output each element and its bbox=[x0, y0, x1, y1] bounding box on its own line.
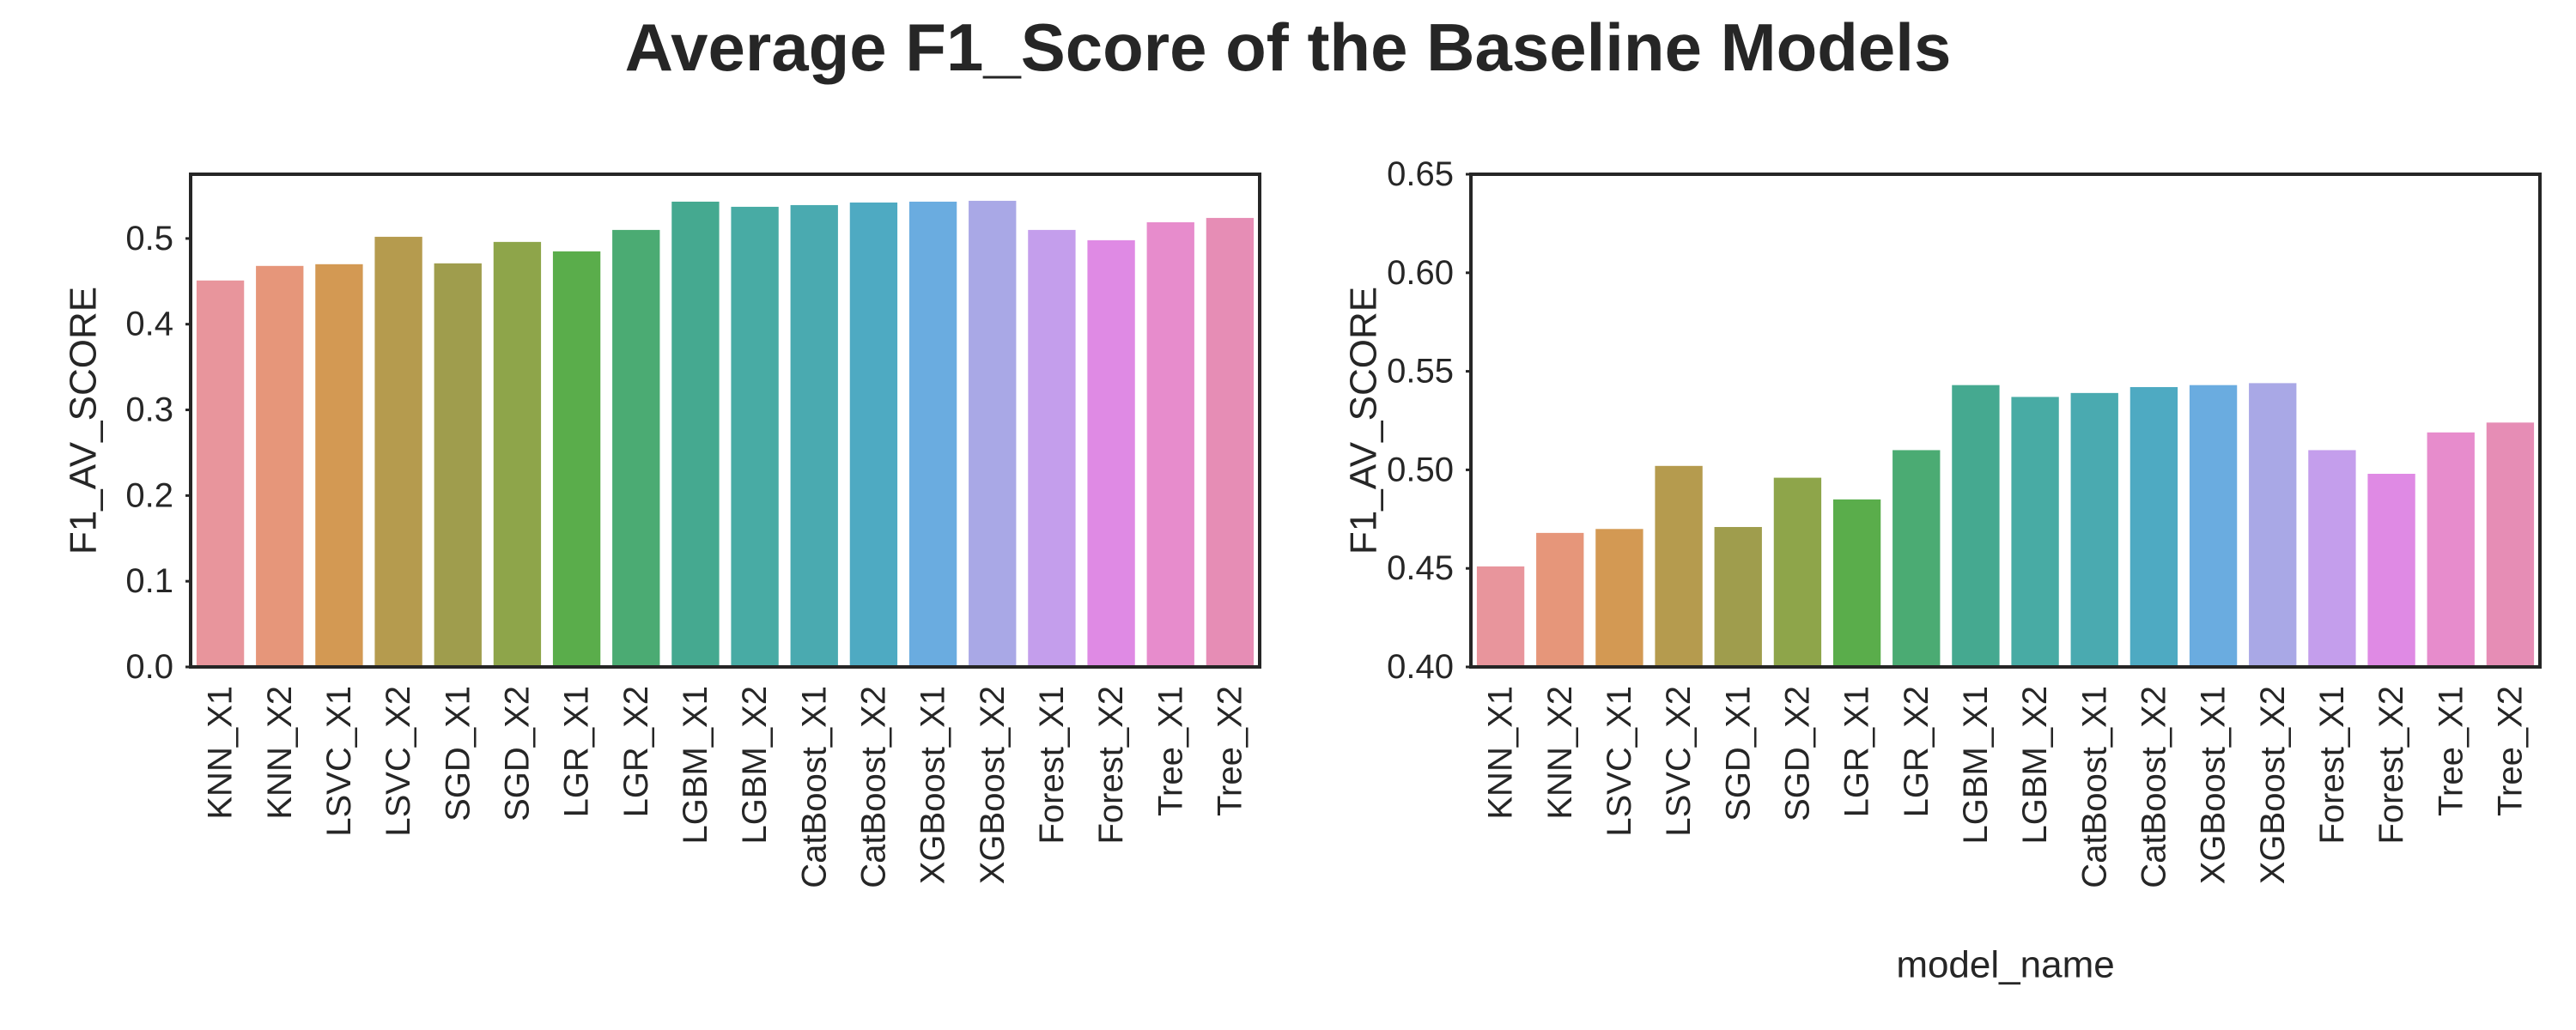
x-tick-label: LGBM_X2 bbox=[736, 686, 774, 845]
y-tick-label: 0.3 bbox=[125, 391, 173, 429]
x-tick-label: LSVC_X2 bbox=[1660, 686, 1698, 837]
axes-frame bbox=[189, 173, 1261, 669]
bar-xgboost-x2 bbox=[2249, 383, 2297, 667]
x-tick-label: SGD_X2 bbox=[1778, 686, 1816, 821]
x-tick-label: KNN_X1 bbox=[202, 686, 240, 820]
x-tick-label: LGR_X2 bbox=[617, 686, 655, 817]
axes-frame bbox=[1469, 173, 2542, 669]
x-tick-label: Tree_X2 bbox=[1211, 686, 1249, 816]
bar-lsvc-x1 bbox=[315, 264, 363, 667]
bar-xgboost-x1 bbox=[2189, 385, 2238, 667]
bar-knn-x2 bbox=[1536, 532, 1584, 667]
bar-tree-x2 bbox=[1206, 217, 1255, 667]
x-tick-label: LGBM_X1 bbox=[1957, 686, 1995, 845]
y-tick-label: 0.0 bbox=[125, 648, 173, 686]
bar-catboost-x2 bbox=[849, 202, 898, 667]
x-tick-label: LSVC_X2 bbox=[380, 686, 417, 837]
x-tick-label: SGD_X2 bbox=[498, 686, 536, 821]
bar-knn-x1 bbox=[196, 280, 245, 667]
bar-catboost-x2 bbox=[2129, 386, 2178, 667]
x-tick-label: XGBoost_X1 bbox=[914, 686, 952, 884]
bar-forest-x1 bbox=[2308, 450, 2356, 667]
x-tick-label: LGBM_X1 bbox=[677, 686, 714, 845]
x-tick-label: CatBoost_X2 bbox=[854, 686, 892, 888]
x-tick-label: XGBoost_X1 bbox=[2195, 686, 2233, 884]
x-tick-label: LSVC_X1 bbox=[1601, 686, 1638, 837]
left-bar-chart: 0.0 0.1 0.2 0.3 0.4 0.5 KNN_X1 KNN_X2 LSVC_X1 LSV… bbox=[63, 173, 1261, 888]
bar-knn-x2 bbox=[256, 265, 304, 667]
y-tick-label: 0.65 bbox=[1387, 155, 1454, 193]
bar-lgbm-x2 bbox=[731, 206, 779, 667]
y-tick-label: 0.60 bbox=[1387, 254, 1454, 292]
x-tick-label: LGR_X1 bbox=[1838, 686, 1876, 817]
bar-lsvc-x2 bbox=[374, 236, 422, 667]
y-tick-label: 0.2 bbox=[125, 476, 173, 514]
bar-sgd-x1 bbox=[434, 263, 482, 667]
y-axis-label: F1_AV_SCORE bbox=[1343, 287, 1385, 554]
x-tick-label: XGBoost_X2 bbox=[2254, 686, 2292, 884]
right-bar-chart: 0.40 0.45 0.50 0.55 0.60 0.65 KNN_X1 KNN_X2 LSVC… bbox=[1343, 155, 2542, 986]
x-tick-label: Forest_X2 bbox=[1092, 686, 1130, 845]
bar-sgd-x2 bbox=[1773, 477, 1822, 667]
y-tick-label: 0.5 bbox=[125, 220, 173, 258]
x-tick-label: Tree_X1 bbox=[2432, 686, 2470, 816]
x-tick-label: Tree_X2 bbox=[2491, 686, 2529, 816]
y-tick-label: 0.55 bbox=[1387, 353, 1454, 391]
y-tick-label: 0.50 bbox=[1387, 451, 1454, 488]
x-tick-label: Forest_X2 bbox=[2372, 686, 2410, 845]
bar-lgr-x2 bbox=[1893, 450, 1941, 667]
x-tick-label: XGBoost_X2 bbox=[974, 686, 1012, 884]
x-axis-label: model_name bbox=[1896, 944, 2114, 986]
x-tick-label: Tree_X1 bbox=[1151, 686, 1189, 816]
x-tick-label: Forest_X1 bbox=[2313, 686, 2351, 845]
x-tick-label: CatBoost_X1 bbox=[795, 686, 833, 888]
x-tick-label: KNN_X2 bbox=[1541, 686, 1579, 820]
x-tick-label: LSVC_X1 bbox=[320, 686, 358, 837]
y-tick-label: 0.1 bbox=[125, 562, 173, 600]
y-axis-label: F1_AV_SCORE bbox=[63, 287, 105, 554]
x-tick-label: SGD_X1 bbox=[1719, 686, 1757, 821]
x-tick-label: CatBoost_X1 bbox=[2075, 686, 2113, 888]
bar-catboost-x1 bbox=[2070, 392, 2118, 667]
bar-forest-x2 bbox=[1087, 239, 1135, 667]
y-tick-label: 0.40 bbox=[1387, 648, 1454, 686]
bar-lsvc-x2 bbox=[1655, 465, 1703, 667]
bar-lgr-x1 bbox=[1832, 499, 1881, 667]
bar-xgboost-x1 bbox=[908, 201, 957, 667]
x-tick-label: CatBoost_X2 bbox=[2135, 686, 2172, 888]
bar-lgr-x1 bbox=[552, 251, 601, 667]
figure-title: Average F1_Score of the Baseline Models bbox=[624, 9, 1952, 85]
y-tick-label: 0.4 bbox=[125, 306, 173, 343]
bar-lgbm-x1 bbox=[671, 201, 720, 667]
bar-xgboost-x2 bbox=[969, 200, 1017, 667]
bar-knn-x1 bbox=[1476, 566, 1525, 667]
bar-sgd-x2 bbox=[493, 241, 542, 667]
bar-tree-x1 bbox=[2427, 432, 2475, 667]
bar-lgbm-x2 bbox=[2011, 397, 2059, 667]
x-tick-label: Forest_X1 bbox=[1033, 686, 1071, 845]
x-tick-label: LGBM_X2 bbox=[2016, 686, 2054, 845]
x-tick-label: LGR_X2 bbox=[1898, 686, 1935, 817]
bar-tree-x2 bbox=[2486, 422, 2535, 667]
x-tick-label: SGD_X1 bbox=[439, 686, 477, 821]
y-tick-label: 0.45 bbox=[1387, 549, 1454, 587]
bar-tree-x1 bbox=[1146, 221, 1194, 667]
bar-catboost-x1 bbox=[790, 204, 838, 667]
bar-lgbm-x1 bbox=[1952, 385, 2000, 667]
bar-forest-x1 bbox=[1028, 229, 1076, 667]
bar-sgd-x1 bbox=[1714, 526, 1762, 667]
x-tick-label: LGR_X1 bbox=[558, 686, 596, 817]
x-tick-label: KNN_X2 bbox=[261, 686, 299, 820]
bar-lsvc-x1 bbox=[1595, 529, 1643, 667]
bar-lgr-x2 bbox=[612, 229, 660, 667]
bar-forest-x2 bbox=[2367, 473, 2415, 667]
x-tick-label: KNN_X1 bbox=[1482, 686, 1520, 820]
